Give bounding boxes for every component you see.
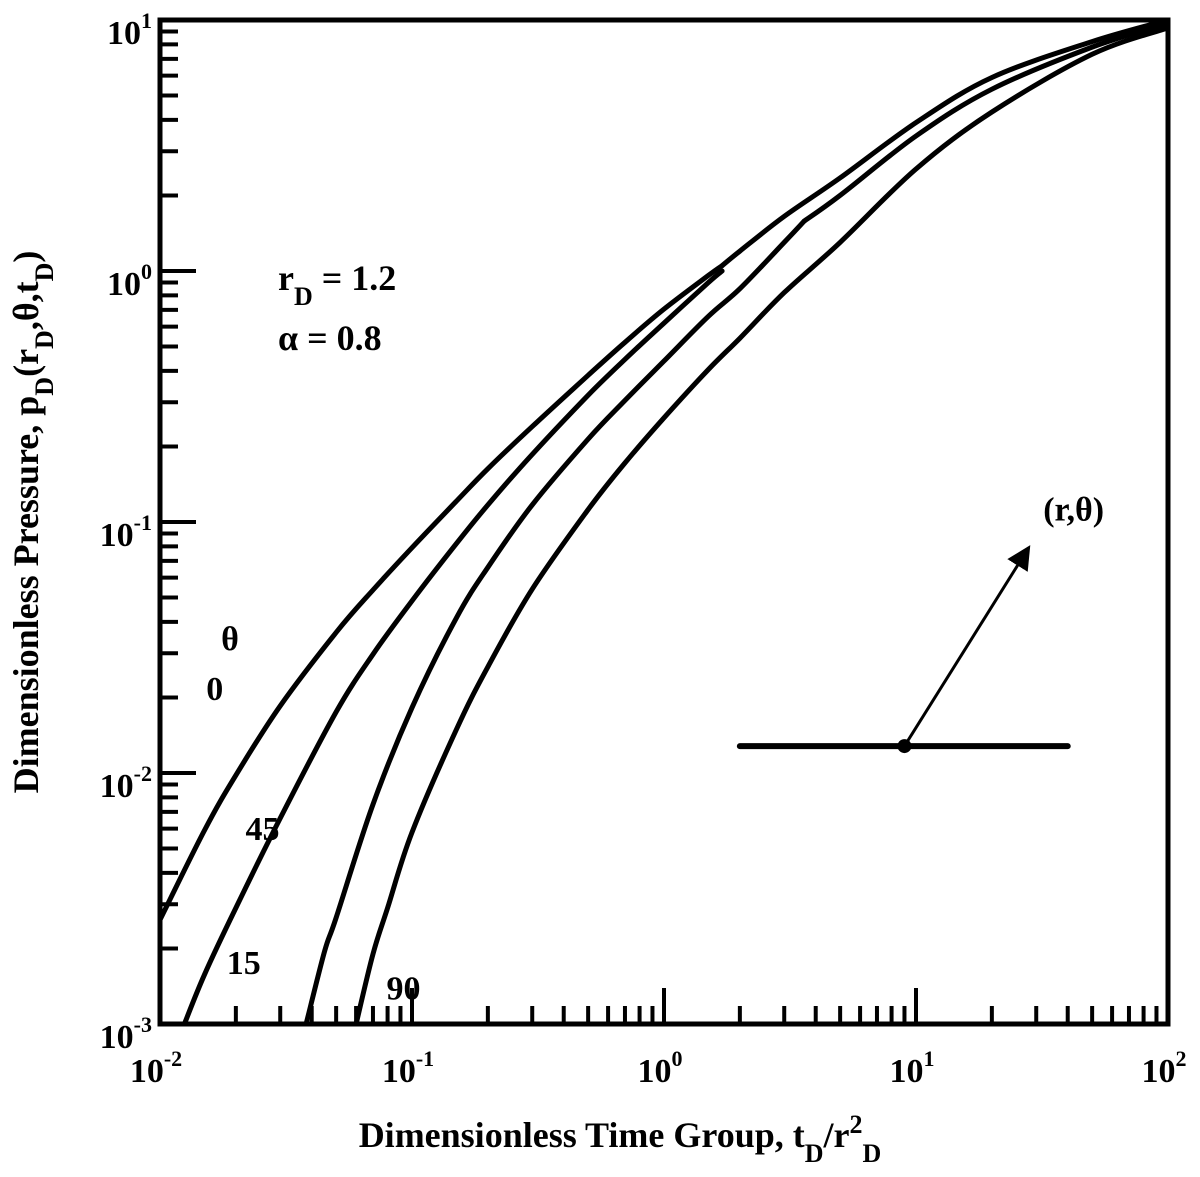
y-tick-label: 10-1 — [100, 510, 152, 554]
curve-theta-continuation — [801, 20, 1171, 224]
x-tick-label: 10-1 — [382, 1046, 434, 1090]
curve-theta-45 — [303, 218, 807, 1027]
direction-arrow — [903, 545, 1031, 747]
y-tick-label: 101 — [107, 8, 152, 52]
x-tick-label: 101 — [890, 1046, 935, 1090]
curve-label-0: 0 — [206, 671, 223, 708]
y-tick-label: 10-3 — [100, 1012, 152, 1056]
curve-theta-15 — [181, 268, 725, 1027]
theta-header: θ — [221, 621, 239, 658]
x-tick-label: 10-2 — [130, 1046, 182, 1090]
x-tick-label: 100 — [638, 1046, 683, 1090]
annotations: rD = 1.2 α = 0.8 θ 0 15 45 90 (r,θ) — [206, 258, 1104, 1008]
curve-label-90: 90 — [386, 971, 420, 1008]
axis-ticks — [158, 29, 1159, 1026]
curve-label-15: 15 — [227, 945, 261, 982]
x-tick-label: 102 — [1142, 1046, 1187, 1090]
geometry-inset — [736, 545, 1071, 754]
plot-frame — [157, 17, 1171, 1027]
curve-theta-continuation — [719, 17, 1171, 269]
x-tick-labels: 10-2 10-1 100 101 102 — [130, 1046, 1187, 1090]
y-tick-label: 10-2 — [100, 761, 152, 805]
param-alpha: α = 0.8 — [278, 318, 382, 358]
point-label: (r,θ) — [1043, 492, 1104, 529]
y-tick-label: 100 — [107, 259, 152, 303]
y-tick-labels: 10-3 10-2 10-1 100 101 — [100, 8, 152, 1056]
x-axis-title: Dimensionless Time Group, tD/r2D — [359, 1110, 882, 1168]
curve-label-45: 45 — [245, 811, 279, 848]
curve-theta-0 — [157, 263, 725, 923]
y-axis-title: Dimensionless Pressure, pD(rD,θ,tD) — [6, 251, 59, 794]
curves — [157, 17, 1171, 1027]
curve-theta-90 — [353, 25, 1171, 1027]
param-rd: rD = 1.2 — [278, 258, 396, 311]
